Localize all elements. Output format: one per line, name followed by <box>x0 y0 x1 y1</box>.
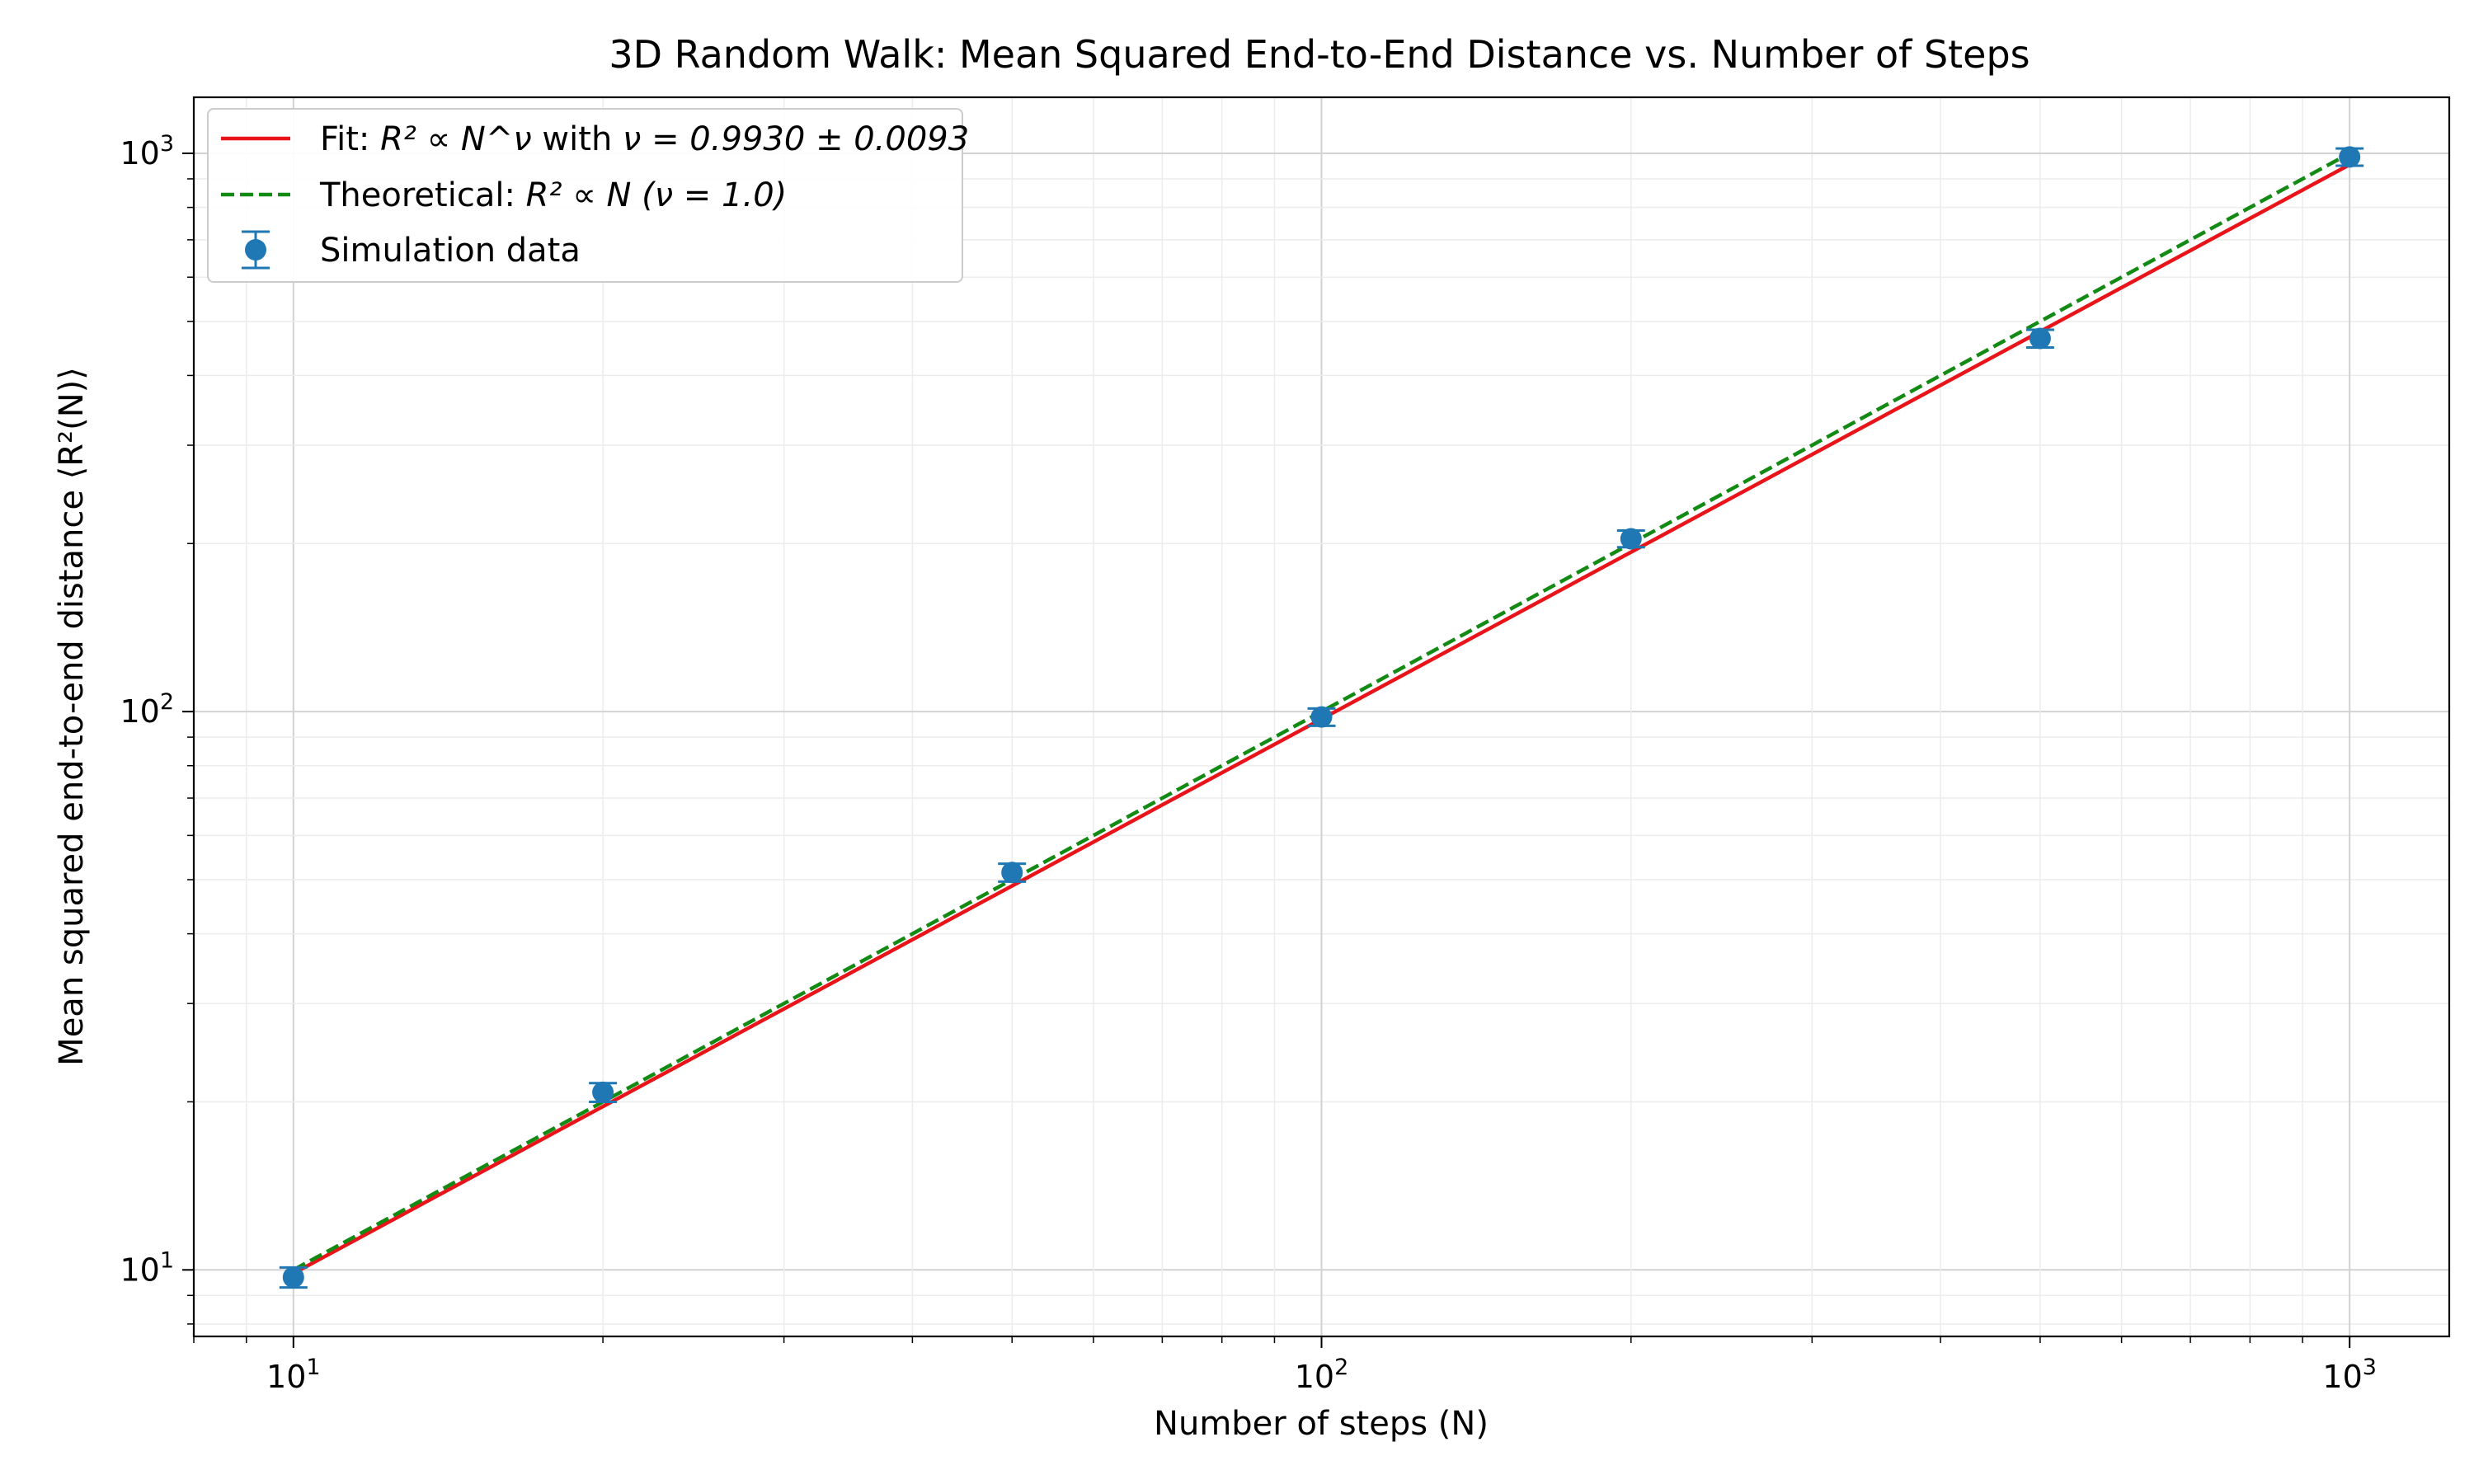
data-points <box>279 146 2364 1289</box>
data-point <box>1310 706 1333 728</box>
legend-box <box>207 108 963 283</box>
grid <box>193 97 2449 1336</box>
data-point <box>2339 146 2361 168</box>
legend-label: Fit: R² ∝ N^ν with ν = 0.9930 ± 0.0093 <box>320 120 969 158</box>
data-point <box>282 1266 304 1289</box>
x-axis-label: Number of steps (N) <box>1154 1405 1489 1443</box>
data-point <box>1001 862 1023 884</box>
data-point <box>2029 327 2051 350</box>
y-tick-label: 103 <box>120 131 174 171</box>
data-point <box>592 1081 614 1103</box>
legend-marker-swatch <box>245 239 266 261</box>
legend: Fit: R² ∝ N^ν with ν = 0.9930 ± 0.0093 Th… <box>207 108 969 283</box>
legend-label: Theoretical: R² ∝ N (ν = 1.0) <box>319 176 787 214</box>
chart-title: 3D Random Walk: Mean Squared End-to-End … <box>609 32 2030 77</box>
y-axis-label: Mean squared end-to-end distance ⟨R²(N)⟩ <box>53 367 91 1066</box>
legend-label: Simulation data <box>320 232 581 270</box>
data-point <box>1620 528 1642 550</box>
